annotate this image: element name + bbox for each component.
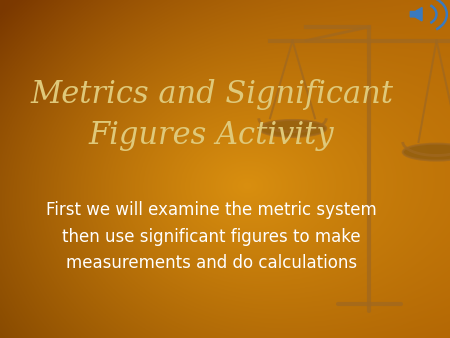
Ellipse shape bbox=[403, 144, 450, 161]
Text: Metrics and Significant
Figures Activity: Metrics and Significant Figures Activity bbox=[30, 79, 393, 151]
Text: First we will examine the metric system
then use significant figures to make
mea: First we will examine the metric system … bbox=[46, 201, 377, 272]
Polygon shape bbox=[410, 7, 422, 21]
Ellipse shape bbox=[259, 120, 326, 137]
